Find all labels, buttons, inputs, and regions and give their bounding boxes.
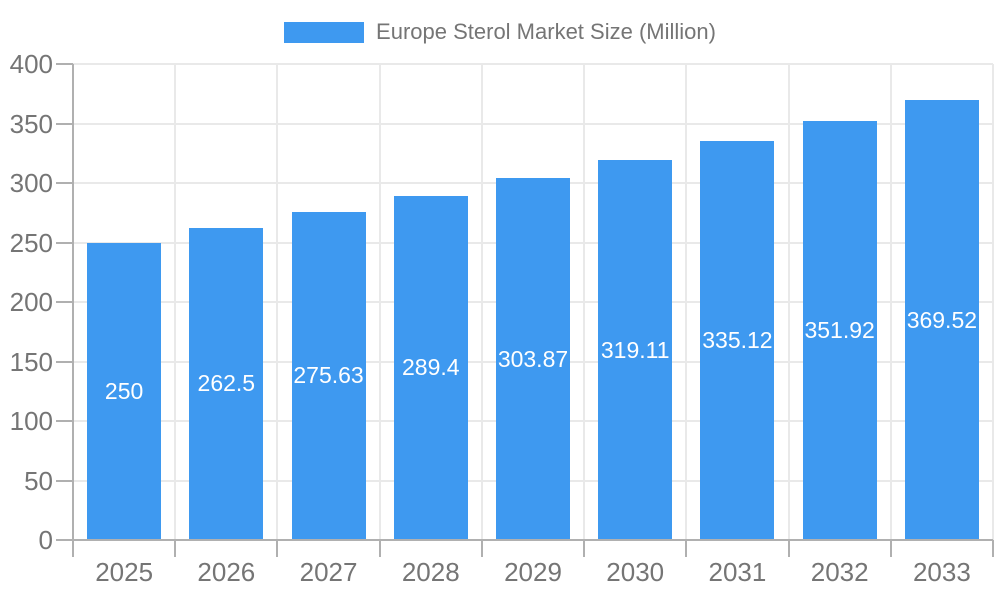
- y-axis-label: 200: [9, 287, 53, 317]
- y-tick-mark: [56, 122, 73, 125]
- bar-value-label: 275.63: [293, 362, 364, 389]
- gridline-vertical: [992, 64, 994, 540]
- gridline-horizontal: [73, 122, 993, 125]
- bar-value-label: 369.52: [906, 306, 978, 333]
- gridline-vertical: [174, 64, 177, 540]
- y-tick-mark: [56, 63, 73, 65]
- bar-2030[interactable]: 319.11: [598, 160, 673, 540]
- y-tick-mark: [56, 479, 73, 482]
- x-tick-mark: [174, 540, 177, 557]
- bar-2029[interactable]: 303.87: [496, 178, 570, 540]
- y-axis-label: 300: [9, 168, 53, 198]
- gridline-horizontal: [73, 63, 993, 65]
- x-axis-label: 2031: [708, 557, 767, 587]
- x-tick-mark: [378, 540, 381, 557]
- bar-value-label: 319.11: [600, 336, 670, 363]
- y-tick-mark: [56, 360, 73, 363]
- x-axis-label: 2030: [606, 557, 665, 587]
- y-tick-mark: [56, 241, 73, 244]
- bar-2026[interactable]: 262.5: [189, 227, 264, 540]
- y-tick-mark: [56, 420, 73, 422]
- y-axis-label: 150: [9, 346, 53, 377]
- bar-2025[interactable]: 250: [87, 242, 162, 540]
- bar-2032[interactable]: 351.92: [802, 121, 877, 540]
- gridline-vertical: [685, 64, 688, 540]
- gridline-vertical: [480, 64, 483, 540]
- x-axis-line: [56, 539, 993, 541]
- bar-value-label: 289.4: [401, 354, 460, 381]
- bar-value-label: 335.12: [702, 327, 773, 354]
- y-axis-label: 0: [38, 525, 53, 555]
- y-axis-label: 400: [9, 49, 53, 79]
- x-axis-label: 2027: [299, 557, 358, 587]
- legend-label: Europe Sterol Market Size (Million): [376, 19, 716, 44]
- gridline-vertical: [583, 64, 586, 540]
- bar-2033[interactable]: 369.52: [904, 100, 979, 540]
- x-axis-label: 2028: [401, 557, 460, 587]
- x-axis-label: 2025: [95, 557, 154, 587]
- bar-value-label: 262.5: [197, 370, 256, 397]
- bar-2027[interactable]: 275.63: [291, 212, 366, 540]
- y-axis-label: 50: [24, 465, 53, 496]
- gridline-vertical: [378, 64, 381, 540]
- x-tick-mark: [787, 540, 790, 557]
- x-tick-mark: [480, 540, 483, 557]
- chart-legend[interactable]: Europe Sterol Market Size (Million): [0, 14, 1000, 50]
- x-tick-mark: [583, 540, 586, 557]
- x-tick-mark: [889, 540, 892, 557]
- y-axis-label: 100: [9, 406, 53, 436]
- x-tick-mark: [276, 540, 279, 557]
- y-tick-mark: [56, 301, 73, 303]
- y-axis-label: 250: [9, 227, 53, 258]
- x-tick-mark: [992, 540, 994, 557]
- bar-value-label: 303.87: [497, 345, 569, 372]
- x-axis-label: 2032: [810, 557, 869, 587]
- y-axis-label: 350: [9, 108, 53, 139]
- legend-swatch[interactable]: [284, 21, 365, 43]
- bar-2031[interactable]: 335.12: [700, 141, 775, 540]
- y-tick-mark: [56, 182, 73, 184]
- gridline-vertical: [889, 64, 892, 540]
- x-axis-label: 2033: [912, 557, 971, 587]
- bar-value-label: 351.92: [804, 317, 875, 344]
- x-tick-mark: [685, 540, 688, 557]
- gridline-vertical: [787, 64, 790, 540]
- bar-value-label: 250: [104, 377, 144, 404]
- x-axis-label: 2026: [197, 557, 256, 587]
- y-axis-line: [72, 64, 74, 557]
- bar-2028[interactable]: 289.4: [393, 195, 468, 540]
- gridline-vertical: [276, 64, 279, 540]
- x-axis-label: 2029: [504, 557, 562, 587]
